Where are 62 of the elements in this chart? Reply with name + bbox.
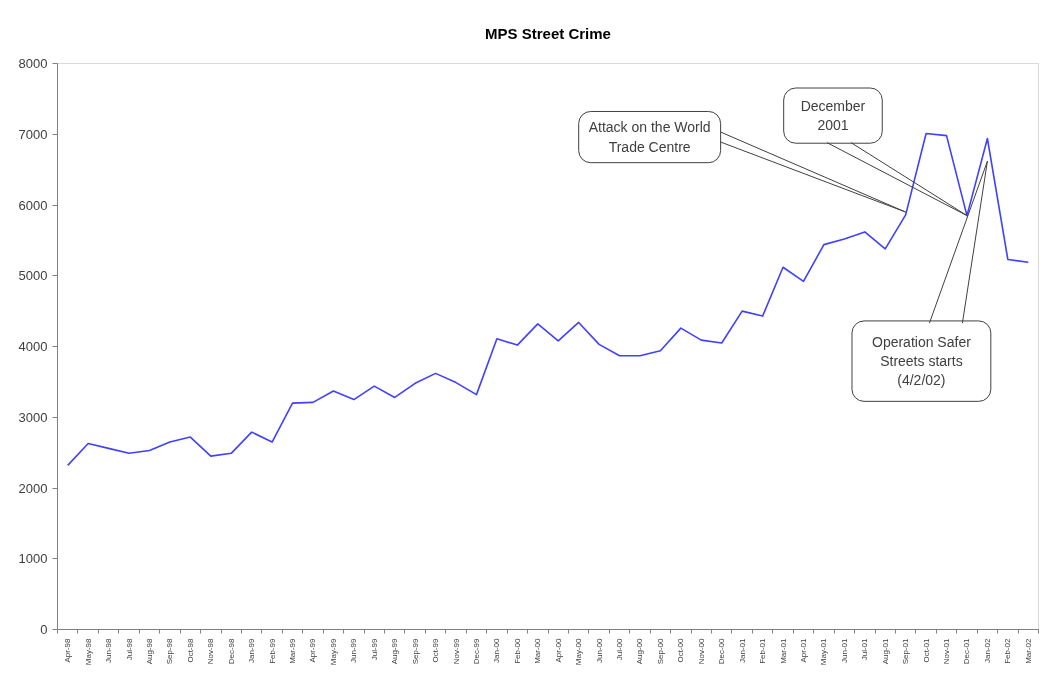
x-tick-label: May-00 [574, 637, 584, 666]
y-tick-label: 4000 [18, 339, 48, 354]
x-tick-label: Sep-99 [410, 637, 420, 665]
x-tick-label: Oct-98 [185, 637, 195, 663]
x-tick-label: Jan-01 [737, 637, 747, 663]
annotation: Attack on the World Trade Centre [588, 119, 711, 155]
x-tick-label: Jan-99 [247, 637, 257, 663]
x-tick-label: Apr-98 [63, 637, 73, 663]
x-tick-label: May-99 [328, 637, 338, 666]
x-tick-label: Sep-01 [901, 637, 911, 665]
x-tick-label: Dec-01 [962, 637, 972, 665]
x-tick-label: Jan-00 [492, 637, 502, 663]
x-tick-label: Dec-99 [471, 637, 481, 665]
x-tick-label: Jul-99 [369, 637, 379, 661]
x-tick-label: Feb-00 [512, 637, 522, 664]
x-tick-label: Jul-01 [860, 637, 870, 661]
x-tick-label: Mar-02 [1023, 637, 1033, 664]
x-tick-label: Oct-01 [921, 637, 931, 663]
x-tick-label: Dec-00 [717, 637, 727, 665]
x-tick-label: Sep-98 [165, 637, 175, 665]
y-tick-label: 2000 [18, 480, 48, 496]
x-tick-label: Dec-98 [226, 637, 236, 665]
x-tick-label: Jul-00 [615, 637, 625, 661]
x-tick-label: May-01 [819, 637, 829, 666]
x-tick-label: Nov-00 [696, 637, 706, 665]
x-tick-label: Nov-01 [942, 637, 952, 665]
x-tick-label: Jan-02 [982, 637, 992, 663]
y-tick-label: 0 [40, 622, 48, 637]
x-tick-label: Jul-98 [124, 637, 134, 661]
annotation: Operation Safer Streets starts (4/2/02) [871, 333, 972, 389]
x-tick-label: Apr-01 [798, 637, 808, 663]
x-tick-label: Nov-99 [451, 637, 461, 665]
x-tick-label: Jun-99 [349, 637, 359, 663]
y-tick-label: 6000 [18, 197, 48, 213]
x-tick-label: Feb-01 [758, 637, 768, 664]
x-tick-label: Mar-99 [288, 637, 298, 664]
x-tick-label: Apr-00 [553, 637, 563, 663]
annotation: December 2001 [800, 98, 866, 134]
x-tick-label: Oct-99 [431, 637, 441, 663]
x-tick-label: May-98 [83, 637, 93, 666]
x-tick-label: Aug-99 [390, 637, 400, 665]
x-tick-label: Jun-00 [594, 637, 604, 663]
y-tick-label: 3000 [18, 409, 48, 425]
x-tick-label: Apr-99 [308, 637, 318, 663]
x-tick-label: Aug-98 [144, 637, 154, 665]
x-tick-label: Jun-98 [104, 637, 114, 663]
x-tick-label: Jun-01 [839, 637, 849, 663]
x-tick-label: Feb-02 [1003, 637, 1013, 664]
x-tick-label: Mar-01 [778, 637, 788, 664]
x-tick-label: Mar-00 [533, 637, 543, 664]
x-tick-label: Feb-99 [267, 637, 277, 664]
x-tick-label: Sep-00 [655, 637, 665, 665]
line-series [66, 132, 1030, 467]
x-tick-label: Oct-00 [676, 637, 686, 663]
x-tick-label: Aug-01 [880, 637, 890, 665]
y-tick-label: 7000 [18, 126, 48, 142]
y-tick-label: 8000 [18, 56, 48, 71]
y-tick-label: 5000 [18, 268, 48, 284]
x-tick-label: Aug-00 [635, 637, 645, 665]
x-tick-label: Nov-98 [206, 637, 216, 665]
chart-title: MPS Street Crime [485, 24, 611, 42]
y-tick-label: 1000 [18, 551, 48, 567]
